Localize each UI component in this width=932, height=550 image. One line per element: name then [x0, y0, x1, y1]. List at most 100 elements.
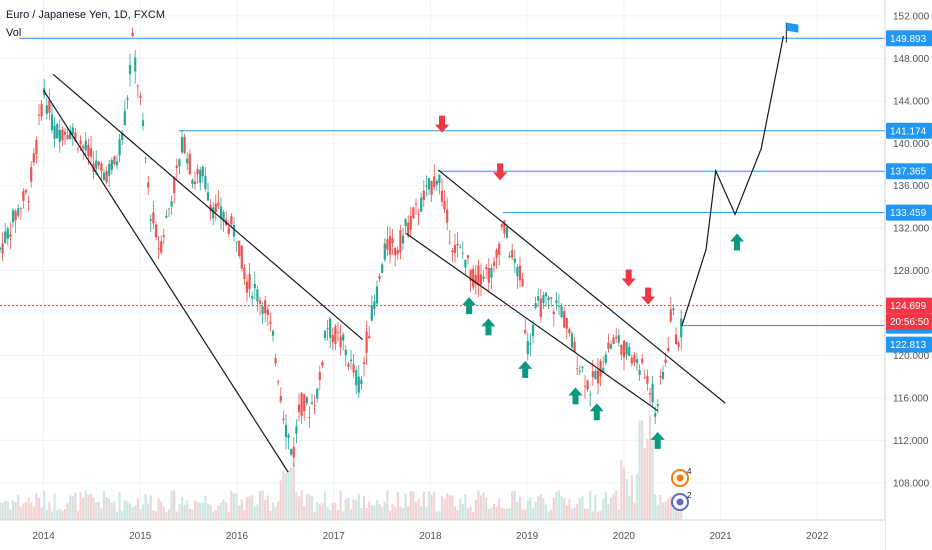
volume-bar [570, 508, 574, 520]
target-flag-icon[interactable] [786, 22, 799, 33]
candle-body [407, 222, 410, 236]
candle-body [409, 216, 412, 230]
volume-bar [271, 502, 275, 520]
down-arrow-icon[interactable] [493, 163, 508, 181]
current-price-badge[interactable] [886, 297, 932, 314]
time-axis[interactable]: 2014 2015 2016 2017 2018 2019 2020 2021 2022 [0, 519, 885, 550]
volume-bar [30, 502, 33, 520]
candle-body [433, 176, 436, 187]
volume-bar [188, 508, 191, 520]
volume-bar [362, 495, 366, 520]
volume-bar [217, 505, 220, 520]
horizontal-levels[interactable] [0, 37, 885, 327]
volume-bar [604, 491, 607, 520]
up-arrow-icon[interactable] [568, 387, 583, 405]
volume-bar [297, 496, 301, 520]
volume-bar [321, 503, 324, 520]
candle-body [19, 208, 22, 209]
volume-bar [386, 490, 389, 520]
level-price-badge[interactable] [886, 122, 932, 139]
volume-bar [79, 492, 82, 520]
candle-body [97, 161, 100, 166]
candle-body [604, 354, 607, 363]
trendline[interactable] [405, 232, 659, 412]
level-price-badge[interactable] [886, 204, 932, 221]
projection-path[interactable] [681, 22, 799, 326]
volume-bar [305, 494, 308, 520]
volume-bar [422, 491, 425, 520]
level-price-badge[interactable] [886, 163, 932, 180]
candle-body [274, 358, 277, 364]
signal-arrows[interactable] [435, 115, 745, 449]
level-price-badge[interactable] [886, 30, 932, 47]
candle-body [178, 159, 181, 167]
up-arrow-icon[interactable] [481, 318, 496, 336]
volume-bar [102, 490, 106, 520]
volume-bar [139, 509, 142, 520]
volume-bar [131, 507, 134, 520]
countdown-badge[interactable] [886, 313, 932, 330]
candle-body [654, 413, 657, 417]
candle-body [482, 276, 485, 279]
price-tick-label: 148.000 [893, 54, 930, 65]
down-arrow-icon[interactable] [435, 115, 450, 133]
candle-body [386, 239, 389, 250]
candle-body [297, 404, 301, 413]
event-markers[interactable]: 42 [671, 467, 692, 511]
projection-line[interactable] [681, 35, 785, 326]
volume-bar [433, 492, 436, 520]
volume-bar [435, 511, 438, 520]
candle-body [648, 393, 652, 395]
time-axis-background [0, 520, 885, 550]
down-arrow-icon[interactable] [641, 287, 656, 305]
candle-body [100, 163, 103, 172]
volume-bar [370, 505, 373, 520]
volume-bar [105, 497, 108, 520]
level-price-badge[interactable] [886, 336, 932, 353]
candle-body [1, 243, 4, 254]
up-arrow-icon[interactable] [730, 233, 745, 251]
volume-bar [128, 503, 132, 520]
volume-bar [235, 492, 238, 520]
volume-indicator-label[interactable]: Vol [6, 27, 22, 39]
trendlines[interactable] [43, 73, 726, 473]
candle-body [490, 268, 493, 278]
price-axis[interactable]: 108.000112.000116.000120.000124.000128.0… [884, 0, 932, 550]
volume-bar [180, 497, 184, 520]
candle-body [581, 366, 584, 369]
up-arrow-icon[interactable] [462, 297, 477, 315]
volume-bar [357, 493, 360, 520]
trendline[interactable] [43, 89, 289, 473]
candle-body [157, 248, 160, 250]
candle-body [232, 225, 236, 237]
volume-bar [505, 508, 509, 520]
up-arrow-icon[interactable] [589, 403, 604, 421]
up-arrow-icon[interactable] [518, 360, 533, 378]
candle-body [271, 330, 275, 336]
candle-body [508, 255, 511, 258]
candle-body [511, 250, 514, 258]
down-arrow-icon[interactable] [621, 269, 636, 287]
volume-bar [513, 490, 516, 520]
volume-bar [518, 496, 522, 520]
volume-bar [342, 511, 345, 520]
candle-body [170, 201, 173, 207]
volume-bar [37, 497, 41, 520]
volume-bar [498, 498, 501, 520]
countdown-badge-text: 20:56:50 [890, 317, 929, 328]
volume-bar [316, 502, 319, 520]
volume-bar [186, 500, 189, 520]
volume-bar [175, 511, 178, 520]
candle-body [438, 174, 441, 184]
volume-bar [253, 506, 256, 520]
trendline[interactable] [437, 169, 726, 404]
volume-bar [427, 491, 431, 520]
trendline[interactable] [52, 73, 364, 341]
candle-body [625, 341, 628, 355]
candle-body [391, 238, 394, 244]
candle-body [277, 381, 280, 383]
up-arrow-icon[interactable] [650, 431, 665, 449]
volume-bar [45, 510, 48, 520]
volume-bar [191, 509, 194, 520]
